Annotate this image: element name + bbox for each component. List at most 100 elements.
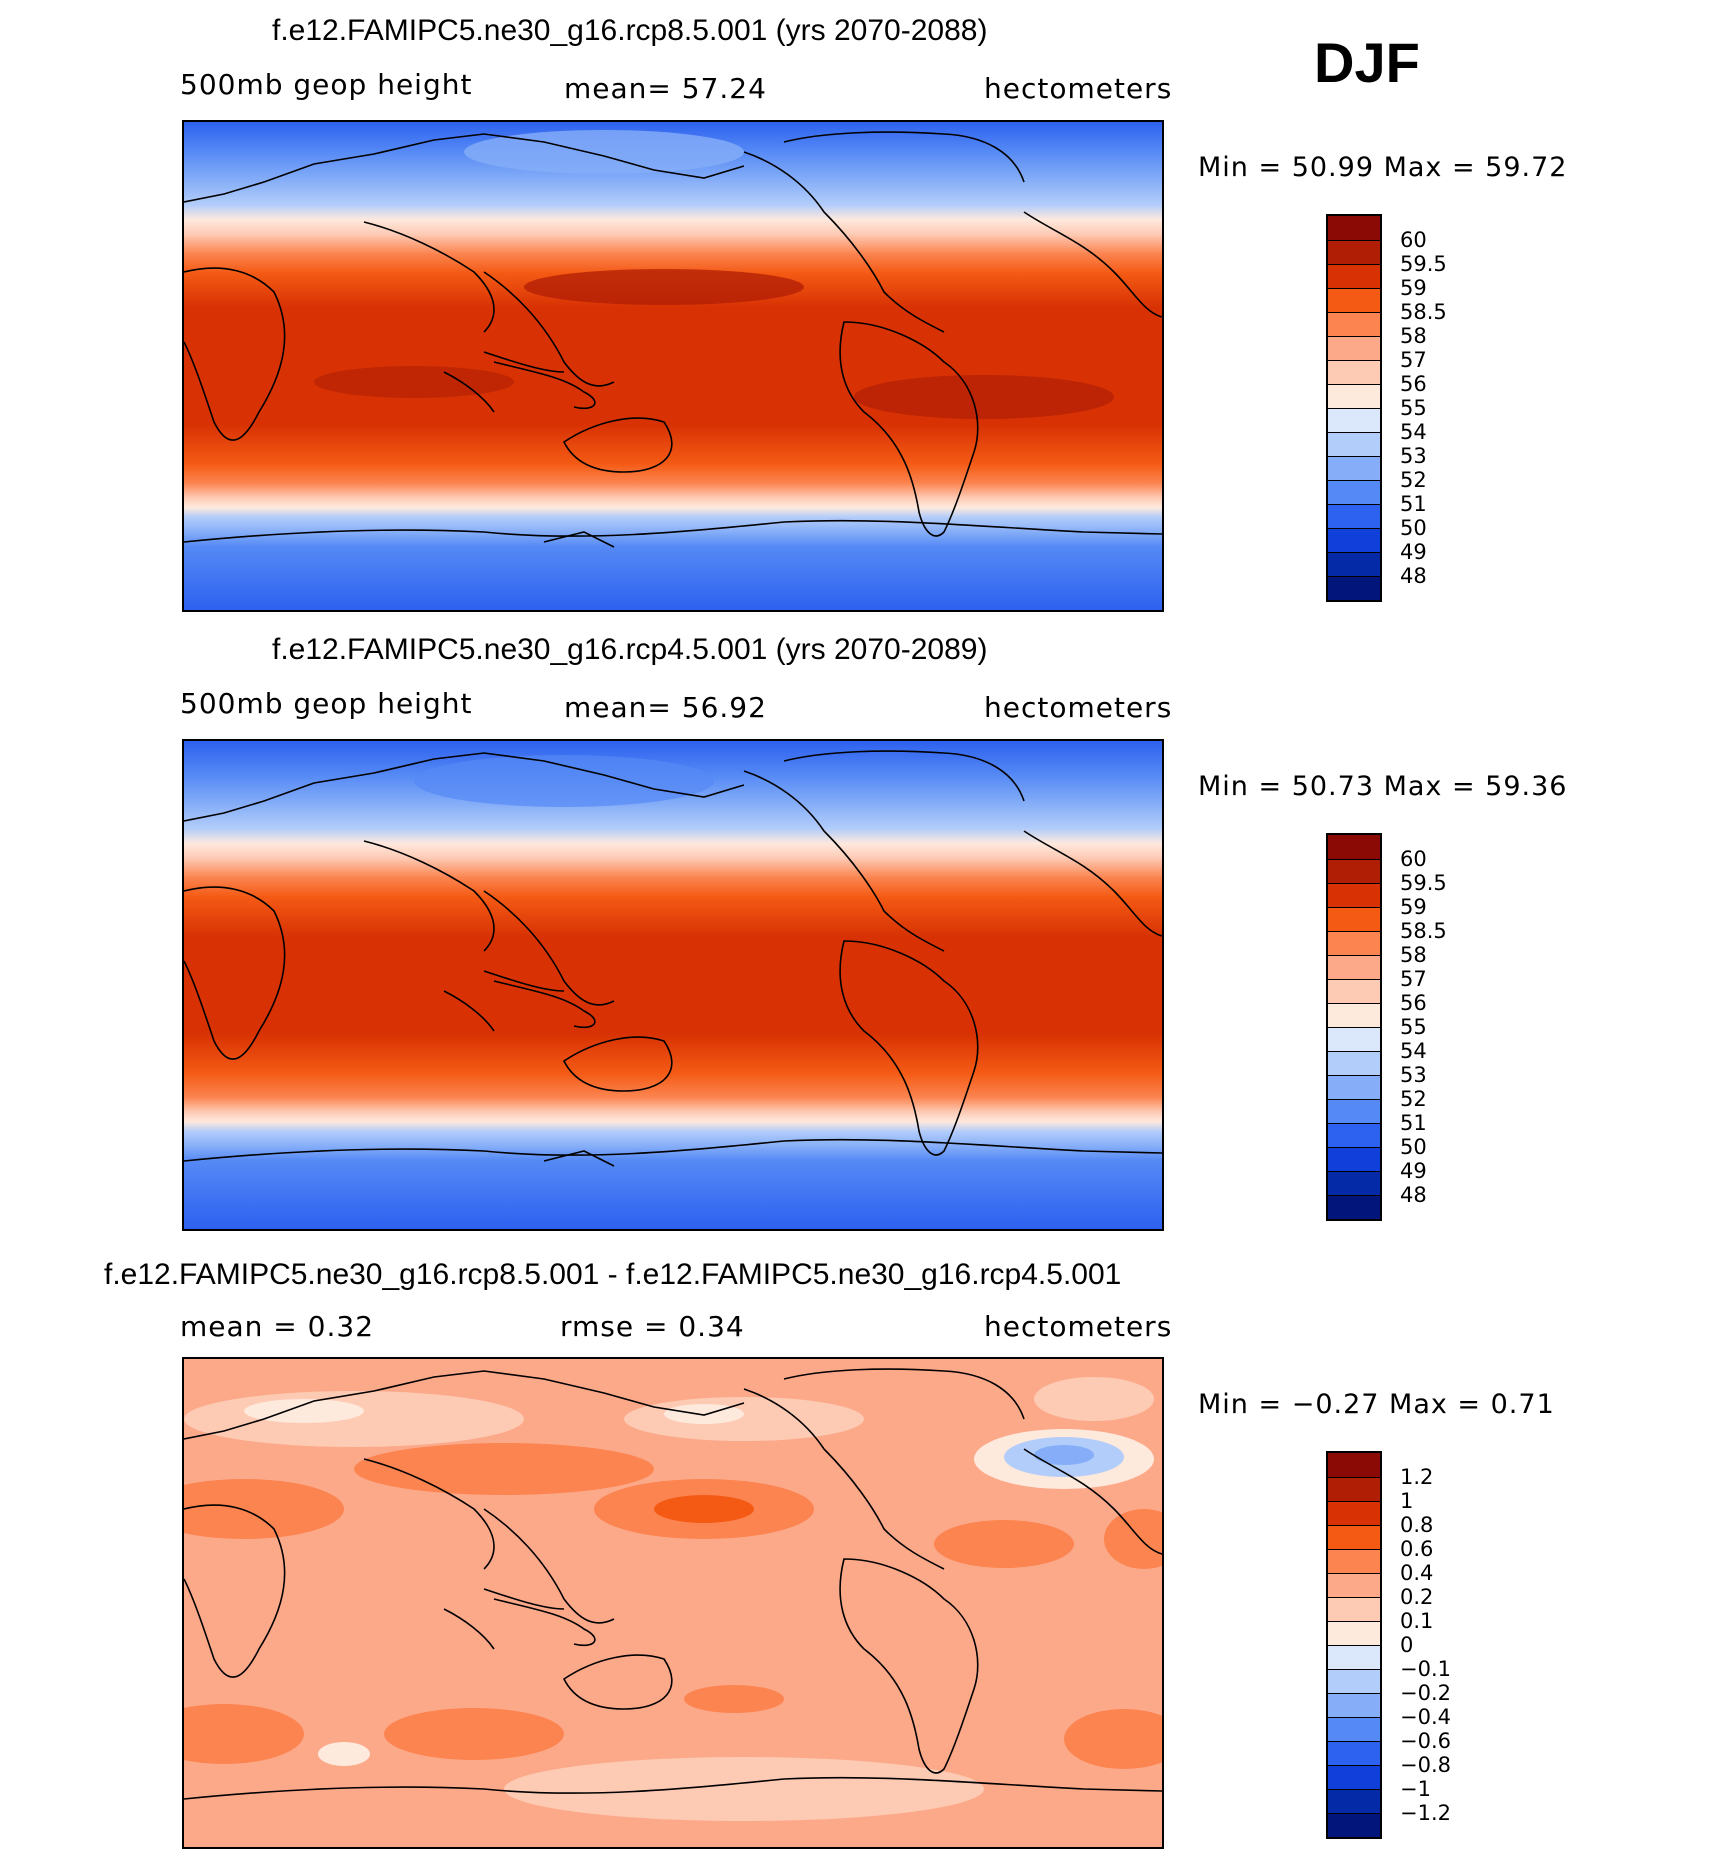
colorbar-tick-label: 59 [1400,276,1427,300]
colorbar-tick-label: 0.8 [1400,1513,1434,1537]
colorbar-segment [1328,432,1380,456]
colorbar-segment [1328,1525,1380,1549]
colorbar-segment [1328,336,1380,360]
diff-region [184,1391,524,1447]
colorbar-tick-label: 52 [1400,1087,1427,1111]
colorbar-tick-label: 50 [1400,516,1427,540]
colorbar-tick-label: −0.8 [1400,1753,1451,1777]
diff-region [384,1708,564,1760]
colorbar-segment [1328,1549,1380,1573]
colorbar-tick-label: 57 [1400,967,1427,991]
colorbar-tick-label: 0.1 [1400,1609,1434,1633]
diff-region [184,1479,344,1539]
colorbar-segment [1328,528,1380,552]
panel-1-subtropical-high-west [524,269,804,305]
panel-1-units-label: hectometers [984,72,1173,105]
panel-1-mean-label: mean= 57.24 [564,72,767,105]
colorbar-segment [1328,859,1380,883]
colorbar-tick-label: 58 [1400,943,1427,967]
panel-2-variable-label: 500mb geop height [180,687,473,720]
colorbar-tick-label: 58.5 [1400,300,1447,324]
colorbar-segment [1328,1195,1380,1219]
colorbar-tick-label: 0.2 [1400,1585,1434,1609]
colorbar-segment [1328,360,1380,384]
colorbar-tick-label: 51 [1400,1111,1427,1135]
panel-1-coastlines [184,131,1162,548]
colorbar-segment [1328,1477,1380,1501]
colorbar-segment [1328,1621,1380,1645]
colorbar-tick-label: 49 [1400,540,1427,564]
panel-3-rmse-label: rmse = 0.34 [560,1310,745,1343]
colorbar-tick-label: −1.2 [1400,1801,1451,1825]
colorbar-segment [1328,1717,1380,1741]
colorbar-segment [1328,456,1380,480]
panel-3-mean-label: mean = 0.32 [180,1310,375,1343]
diff-region [684,1685,784,1713]
colorbar-tick-label: 59 [1400,895,1427,919]
colorbar-tick-label: 60 [1400,228,1427,252]
panel-1-title: f.e12.FAMIPC5.ne30_g16.rcp8.5.001 (yrs 2… [272,14,988,47]
colorbar-tick-label: −0.2 [1400,1681,1451,1705]
colorbar-tick-label: 0.4 [1400,1561,1434,1585]
panel-2-coastlines [184,750,1162,1167]
colorbar-segment [1328,931,1380,955]
colorbar-segment [1328,384,1380,408]
season-label: DJF [1314,31,1420,94]
colorbar-segment [1328,576,1380,600]
colorbar-tick-label: −0.1 [1400,1657,1451,1681]
panel-1-colorbar [1326,214,1382,602]
panel-3-colorbar [1326,1451,1382,1839]
colorbar-tick-label: 1 [1400,1489,1414,1513]
colorbar-segment [1328,1597,1380,1621]
colorbar-tick-label: 51 [1400,492,1427,516]
colorbar-segment [1328,408,1380,432]
colorbar-segment [1328,1693,1380,1717]
colorbar-tick-label: 53 [1400,1063,1427,1087]
colorbar-tick-label: 55 [1400,1015,1427,1039]
colorbar-tick-label: 48 [1400,564,1427,588]
panel-1-field [184,122,1162,610]
colorbar-segment [1328,1171,1380,1195]
diff-region [244,1399,364,1423]
colorbar-segment [1328,480,1380,504]
panel-2-north-pacific-trough [414,755,714,807]
panel-1-indian-high [314,366,514,398]
diff-region [1064,1709,1162,1769]
diff-region [934,1520,1074,1568]
panel-3-map [182,1357,1164,1849]
panel-2-title: f.e12.FAMIPC5.ne30_g16.rcp4.5.001 (yrs 2… [272,633,988,666]
colorbar-segment [1328,1051,1380,1075]
colorbar-segment [1328,264,1380,288]
colorbar-tick-label: 53 [1400,444,1427,468]
colorbar-segment [1328,1027,1380,1051]
colorbar-tick-label: 60 [1400,847,1427,871]
colorbar-segment [1328,1003,1380,1027]
colorbar-tick-label: 58 [1400,324,1427,348]
colorbar-segment [1328,552,1380,576]
colorbar-segment [1328,1147,1380,1171]
colorbar-tick-label: −0.6 [1400,1729,1451,1753]
diff-region [354,1443,654,1495]
colorbar-tick-label: 0 [1400,1633,1414,1657]
colorbar-segment [1328,955,1380,979]
panel-1-min-max: Min = 50.99 Max = 59.72 [1198,152,1568,183]
colorbar-segment [1328,1453,1380,1477]
colorbar-tick-label: 50 [1400,1135,1427,1159]
colorbar-segment [1328,1741,1380,1765]
panel-1-variable-label: 500mb geop height [180,68,473,101]
colorbar-segment [1328,216,1380,240]
diff-region [654,1495,754,1523]
panel-2-field [184,741,1162,1229]
diff-region [1034,1377,1154,1421]
colorbar-segment [1328,1501,1380,1525]
colorbar-segment [1328,1123,1380,1147]
panel-3-units-label: hectometers [984,1310,1173,1343]
diff-region [504,1757,984,1821]
colorbar-segment [1328,504,1380,528]
colorbar-segment [1328,1573,1380,1597]
panel-1-map [182,120,1164,612]
diff-region [1034,1445,1094,1465]
colorbar-segment [1328,979,1380,1003]
panel-2-map [182,739,1164,1231]
diff-region [318,1742,370,1766]
